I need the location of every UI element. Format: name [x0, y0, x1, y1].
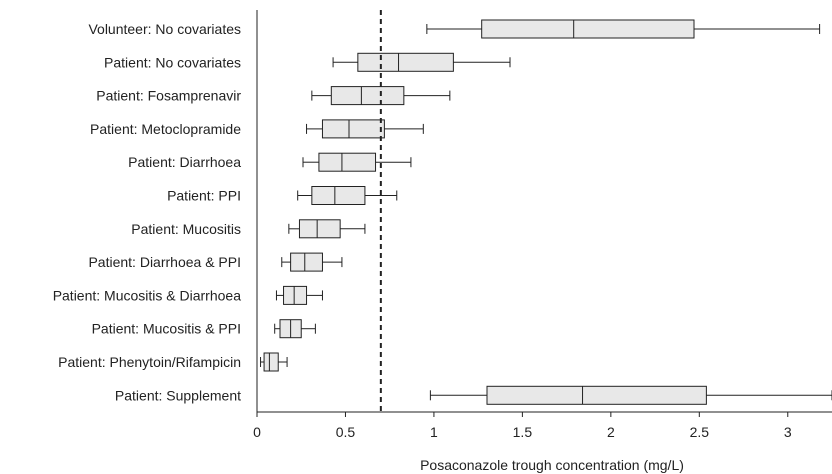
- category-label: Patient: Diarrhoea & PPI: [88, 254, 241, 270]
- category-label: Patient: Supplement: [115, 387, 241, 403]
- iqr-box: [318, 152, 377, 172]
- box-plot-item: [281, 252, 343, 272]
- x-axis-ticks: 0 0.5 1 1.5 2 2.5 3: [253, 412, 792, 440]
- category-label: Patient: Mucositis & PPI: [92, 321, 241, 337]
- x-tick-label: 1.5: [513, 424, 533, 440]
- iqr-box: [481, 19, 695, 39]
- box-plot-series: [260, 19, 832, 405]
- iqr-box: [283, 285, 308, 305]
- iqr-box: [311, 186, 366, 205]
- iqr-box: [290, 252, 323, 272]
- box-plot-item: [306, 119, 424, 139]
- iqr-box: [263, 352, 279, 372]
- box-plot-item: [429, 385, 832, 405]
- x-tick-label: 3: [784, 424, 792, 440]
- box-plot-item: [311, 86, 451, 106]
- box-plot-item: [275, 285, 323, 305]
- x-tick-label: 1: [430, 424, 438, 440]
- category-label: Patient: Metoclopramide: [90, 121, 241, 137]
- category-labels: Volunteer: No covariates Patient: No cova…: [53, 21, 242, 403]
- category-label: Patient: Diarrhoea: [128, 154, 241, 170]
- category-label: Patient: Fosamprenavir: [96, 88, 241, 104]
- box-plot-item: [332, 52, 511, 72]
- category-label: Patient: PPI: [167, 188, 241, 204]
- category-label: Patient: Phenytoin/Rifampicin: [58, 354, 241, 370]
- x-tick-label: 0.5: [336, 424, 356, 440]
- category-label: Volunteer: No covariates: [88, 21, 241, 37]
- iqr-box: [321, 119, 385, 139]
- iqr-box: [298, 219, 341, 239]
- x-tick-label: 2: [607, 424, 615, 440]
- iqr-box: [357, 52, 454, 72]
- box-plot-item: [426, 19, 821, 39]
- category-label: Patient: Mucositis & Diarrhoea: [53, 287, 242, 303]
- box-plot-item: [260, 352, 288, 372]
- box-plot-item: [288, 219, 366, 239]
- category-label: Patient: No covariates: [104, 54, 241, 70]
- x-tick-label: 2.5: [690, 424, 710, 440]
- box-plot-item: [302, 152, 412, 172]
- box-plot-item: [297, 186, 398, 205]
- x-axis-title: Posaconazole trough concentration (mg/L): [420, 457, 684, 473]
- x-tick-label: 0: [253, 424, 261, 440]
- iqr-box: [330, 86, 405, 106]
- box-plot-item: [274, 319, 316, 339]
- category-label: Patient: Mucositis: [131, 221, 241, 237]
- iqr-box: [486, 385, 707, 405]
